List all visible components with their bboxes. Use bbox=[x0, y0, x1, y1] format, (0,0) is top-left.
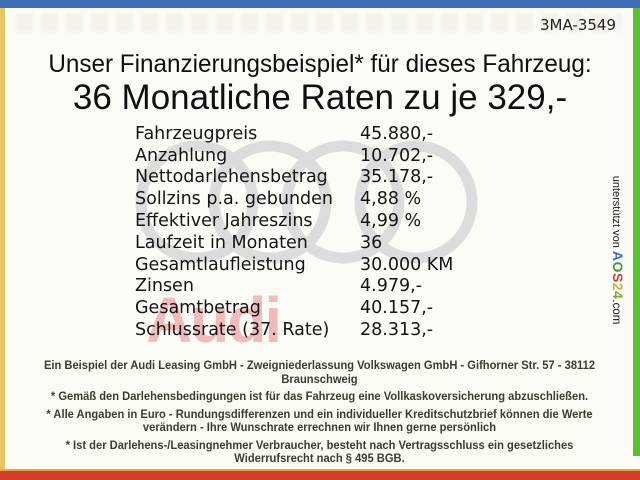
bottom-frame-bar bbox=[0, 469, 640, 480]
legal-footer: Ein Beispiel der Audi Leasing GmbH - Zwe… bbox=[41, 360, 599, 467]
footer-line-address: Ein Beispiel der Audi Leasing GmbH - Zwe… bbox=[43, 360, 596, 386]
table-row: Effektiver Jahreszins 4,99 % bbox=[135, 210, 525, 232]
row-label: Schlussrate (37. Rate) bbox=[135, 320, 330, 341]
vehicle-ref-number: 3MA-3549 bbox=[539, 16, 616, 34]
row-value: 4,99 % bbox=[360, 211, 422, 232]
brand-letter: O bbox=[610, 261, 626, 273]
financing-table: Fahrzeugpreis 45.880,- Anzahlung 10.702,- Ne… bbox=[135, 123, 525, 341]
row-value: 4,88 % bbox=[360, 189, 422, 210]
title-block: Unser Finanzierungsbeispiel* für dieses … bbox=[8, 49, 632, 117]
brand-letter: 4 bbox=[610, 291, 626, 300]
footer-line-insurance: * Gemäß den Darlehensbedingungen ist für… bbox=[50, 391, 589, 403]
audi-word-watermark: Audi bbox=[146, 284, 282, 356]
footer-line-euro-note: * Alle Angaben in Euro - Rundungsdiffere… bbox=[46, 408, 593, 435]
row-value: 40.157,- bbox=[360, 298, 434, 319]
title-subline: Unser Finanzierungsbeispiel* für dieses … bbox=[48, 50, 592, 78]
row-label: Fahrzeugpreis bbox=[135, 123, 258, 144]
brand-letter: S bbox=[610, 272, 626, 283]
row-value: 28.313,- bbox=[360, 320, 434, 341]
aos24-brand: AOS24 bbox=[610, 251, 626, 299]
title-rate-line: 36 Monatliche Raten zu je 329,- bbox=[72, 78, 568, 117]
row-value: 45.880,- bbox=[360, 123, 434, 144]
row-label: Sollzins p.a. gebunden bbox=[135, 189, 334, 210]
audi-rings-watermark bbox=[135, 140, 478, 264]
table-row: Gesamtlaufleistung 30.000 KM bbox=[135, 254, 525, 276]
table-row: Gesamtbetrag 40.157,- bbox=[135, 297, 525, 319]
row-value: 35.178,- bbox=[360, 167, 434, 188]
footer-line-withdrawal: * Ist der Darlehens-/Leasingnehmer Verbr… bbox=[65, 439, 574, 466]
table-row: Fahrzeugpreis 45.880,- bbox=[135, 123, 525, 145]
table-row: Anzahlung 10.702,- bbox=[135, 145, 525, 167]
table-row: Zinsen 4.979,- bbox=[135, 276, 525, 298]
row-label: Laufzeit in Monaten bbox=[135, 232, 308, 253]
row-label: Nettodarlehensbetrag bbox=[135, 167, 328, 188]
row-label: Gesamtlaufleistung bbox=[135, 254, 306, 275]
supported-by-suffix: .com bbox=[610, 299, 622, 325]
top-frame-bar bbox=[0, 0, 640, 8]
row-value: 10.702,- bbox=[360, 145, 434, 166]
row-value: 30.000 KM bbox=[360, 254, 454, 275]
row-value: 4.979,- bbox=[360, 276, 422, 297]
row-label: Zinsen bbox=[135, 276, 194, 297]
table-row: Laufzeit in Monaten 36 bbox=[135, 232, 525, 254]
row-label: Anzahlung bbox=[135, 145, 228, 166]
faded-header-watermark bbox=[16, 13, 622, 32]
left-frame-bar bbox=[0, 8, 5, 472]
table-row: Schlussrate (37. Rate) 28.313,- bbox=[135, 319, 525, 341]
right-frame-bar bbox=[633, 8, 640, 456]
row-label: Gesamtbetrag bbox=[135, 298, 261, 319]
row-value: 36 bbox=[360, 232, 383, 253]
supported-by-prefix: unterstützt von bbox=[610, 175, 622, 251]
table-row: Nettodarlehensbetrag 35.178,- bbox=[135, 167, 525, 189]
table-row: Sollzins p.a. gebunden 4,88 % bbox=[135, 188, 525, 210]
row-label: Effektiver Jahreszins bbox=[135, 211, 313, 232]
brand-letter: A bbox=[610, 250, 626, 262]
supported-by-vertical-text: unterstützt von AOS24.com bbox=[610, 176, 626, 325]
